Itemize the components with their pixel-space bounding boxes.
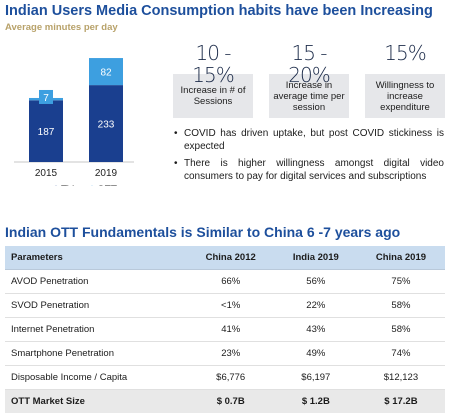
stat-label: Willingness to increase expenditure xyxy=(365,74,445,118)
column-header: Parameters xyxy=(5,246,187,270)
data-label: 7 xyxy=(43,93,49,104)
insight-bullets: COVID has driven uptake, but post COVID … xyxy=(174,128,444,188)
table-cell: 49% xyxy=(275,342,357,366)
column-header: India 2019 xyxy=(275,246,357,270)
ott-fundamentals-table: Parameters China 2012 India 2019 China 2… xyxy=(5,246,445,413)
stat-expenditure: 15% Willingness to increase expenditure xyxy=(365,42,445,118)
table-cell: Smartphone Penetration xyxy=(5,342,187,366)
x-tick-label: 2015 xyxy=(35,168,58,179)
table-cell: $6,776 xyxy=(187,366,275,390)
table-cell: $ 17.2B xyxy=(357,390,445,413)
column-header: China 2019 xyxy=(357,246,445,270)
stat-value: 15 - 20% xyxy=(269,42,349,64)
table-total-row: OTT Market Size $ 0.7B $ 1.2B $ 17.2B xyxy=(5,390,445,413)
table-cell: Disposable Income / Capita xyxy=(5,366,187,390)
table-cell: <1% xyxy=(187,294,275,318)
bullet-item: There is higher willingness amongst digi… xyxy=(174,158,444,183)
table-cell: 58% xyxy=(357,294,445,318)
table-cell: SVOD Penetration xyxy=(5,294,187,318)
section-title: Indian OTT Fundamentals is Similar to Ch… xyxy=(5,224,400,240)
table-cell: $ 1.2B xyxy=(275,390,357,413)
media-consumption-chart: 187 7 2015 233 82 2019 TV OTT xyxy=(0,36,170,186)
table-cell: 75% xyxy=(357,270,445,294)
table-row: SVOD Penetration <1% 22% 58% xyxy=(5,294,445,318)
table-row: Internet Penetration 41% 43% 58% xyxy=(5,318,445,342)
legend-label: TV xyxy=(61,185,74,187)
table-cell: $12,123 xyxy=(357,366,445,390)
table-row: Smartphone Penetration 23% 49% 74% xyxy=(5,342,445,366)
table-cell: 74% xyxy=(357,342,445,366)
stat-sessions: 10 - 15% Increase in # of Sessions xyxy=(173,42,253,118)
table-row: AVOD Penetration 66% 56% 75% xyxy=(5,270,445,294)
table-header-row: Parameters China 2012 India 2019 China 2… xyxy=(5,246,445,270)
stat-label: Increase in average time per session xyxy=(269,74,349,118)
table-cell: $ 0.7B xyxy=(187,390,275,413)
table-cell: Internet Penetration xyxy=(5,318,187,342)
table-cell: 56% xyxy=(275,270,357,294)
page-title: Indian Users Media Consumption habits ha… xyxy=(5,3,445,19)
data-label: 82 xyxy=(100,68,112,79)
x-tick-label: 2019 xyxy=(95,168,118,179)
table-cell: 66% xyxy=(187,270,275,294)
table-cell: 43% xyxy=(275,318,357,342)
column-header: China 2012 xyxy=(187,246,275,270)
table-cell: $6,197 xyxy=(275,366,357,390)
stat-time-per-session: 15 - 20% Increase in average time per se… xyxy=(269,42,349,118)
table-cell: 22% xyxy=(275,294,357,318)
bullet-item: COVID has driven uptake, but post COVID … xyxy=(174,128,444,153)
chart-subtitle: Average minutes per day xyxy=(5,22,118,33)
stat-value: 15% xyxy=(365,42,445,64)
table-row: Disposable Income / Capita $6,776 $6,197… xyxy=(5,366,445,390)
table-cell: 41% xyxy=(187,318,275,342)
table-cell: 23% xyxy=(187,342,275,366)
table-cell: OTT Market Size xyxy=(5,390,187,413)
legend-label: OTT xyxy=(97,185,117,187)
data-label: 187 xyxy=(38,127,55,138)
data-label: 233 xyxy=(98,120,115,131)
table-cell: 58% xyxy=(357,318,445,342)
stat-value: 10 - 15% xyxy=(173,42,253,64)
table-cell: AVOD Penetration xyxy=(5,270,187,294)
